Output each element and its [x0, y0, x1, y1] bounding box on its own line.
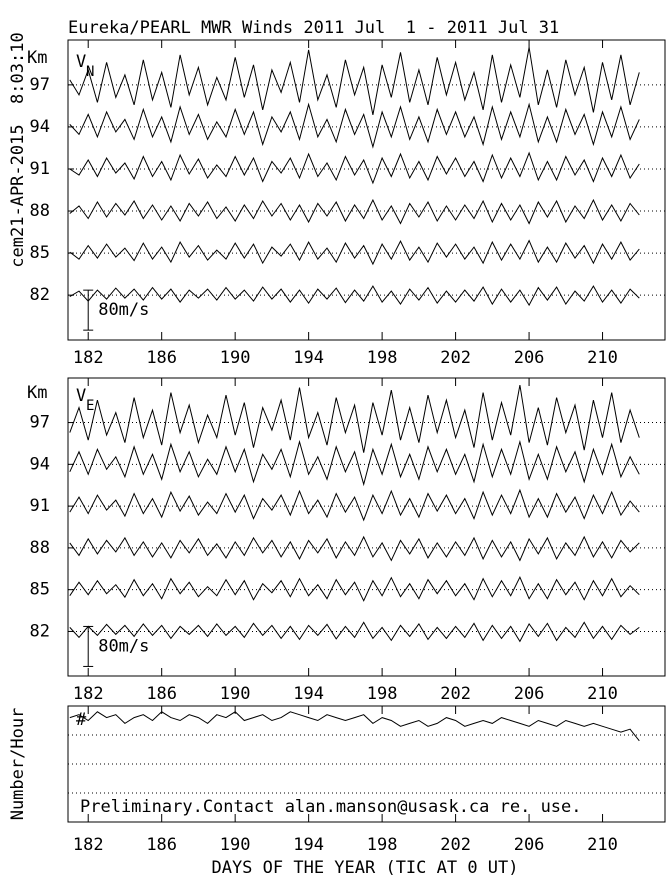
wind-trace [69, 239, 640, 266]
x-tick-label: 190 [220, 684, 251, 704]
scale-label: 80m/s [98, 636, 149, 656]
scale-label: 80m/s [98, 300, 149, 320]
y-tick-label: 85 [30, 580, 50, 600]
note: Preliminary.Contact alan.manson@usask.ca… [80, 797, 582, 817]
x-tick-label: 182 [73, 348, 104, 368]
wind-trace [69, 439, 640, 487]
x-tick-label: 190 [220, 348, 251, 368]
x-tick-label: 202 [440, 835, 471, 855]
x-tick-label: 182 [73, 684, 104, 704]
wind-trace [69, 102, 640, 149]
wind-trace [69, 47, 640, 115]
wind-trace [69, 576, 640, 602]
y-axis-title: Km [27, 383, 47, 403]
x-tick-label: 198 [367, 835, 398, 855]
y-axis-title: Km [27, 48, 47, 68]
y-tick-label: 88 [30, 538, 50, 558]
x-tick-label: 202 [440, 348, 471, 368]
wind-trace [69, 151, 640, 185]
y-tick-label: 91 [30, 496, 50, 516]
wind-trace [69, 535, 640, 562]
y-tick-label: 88 [30, 201, 50, 221]
x-tick-label: 194 [293, 684, 324, 704]
y-tick-label: 94 [30, 454, 50, 474]
y-tick-label: 82 [30, 285, 50, 305]
y-tick-label: 85 [30, 243, 50, 263]
x-tick-label: 206 [514, 684, 545, 704]
y-tick-label: 97 [30, 75, 50, 95]
timestamp: cem21-APR-2015 8:03:10 [8, 32, 28, 267]
plot-frame [67, 39, 666, 341]
x-axis-title: DAYS OF THE YEAR (TIC AT 0 UT) [211, 858, 518, 877]
y-axis-title: Number/Hour [8, 708, 28, 821]
x-tick-label: 198 [367, 348, 398, 368]
wind-trace [69, 488, 640, 522]
x-tick-label: 190 [220, 835, 251, 855]
x-tick-label: 210 [587, 835, 618, 855]
wind-trace [69, 198, 640, 225]
y-tick-label: 82 [30, 621, 50, 641]
x-tick-label: 210 [587, 684, 618, 704]
wind-trace [69, 285, 640, 307]
plot-frame [67, 377, 666, 677]
x-tick-label: 186 [146, 835, 177, 855]
y-tick-label: 91 [30, 159, 50, 179]
wind-trace [69, 621, 640, 643]
x-tick-label: 182 [73, 835, 104, 855]
component-subscript: N [86, 64, 94, 80]
x-tick-label: 206 [514, 348, 545, 368]
x-tick-label: 210 [587, 348, 618, 368]
x-tick-label: 194 [293, 835, 324, 855]
component-subscript: E [86, 398, 94, 414]
component-label: V [76, 386, 86, 406]
x-tick-label: 202 [440, 684, 471, 704]
x-tick-label: 198 [367, 684, 398, 704]
count-marker: # [76, 710, 87, 730]
x-tick-label: 194 [293, 348, 324, 368]
x-tick-label: 206 [514, 835, 545, 855]
y-tick-label: 97 [30, 413, 50, 433]
wind-trace [69, 385, 640, 453]
chart-title: Eureka/PEARL MWR Winds 2011 Jul 1 - 2011… [68, 18, 559, 38]
component-label: V [76, 52, 86, 72]
y-tick-label: 94 [30, 117, 50, 137]
x-tick-label: 186 [146, 684, 177, 704]
x-tick-label: 186 [146, 348, 177, 368]
wind-trace [69, 711, 640, 742]
